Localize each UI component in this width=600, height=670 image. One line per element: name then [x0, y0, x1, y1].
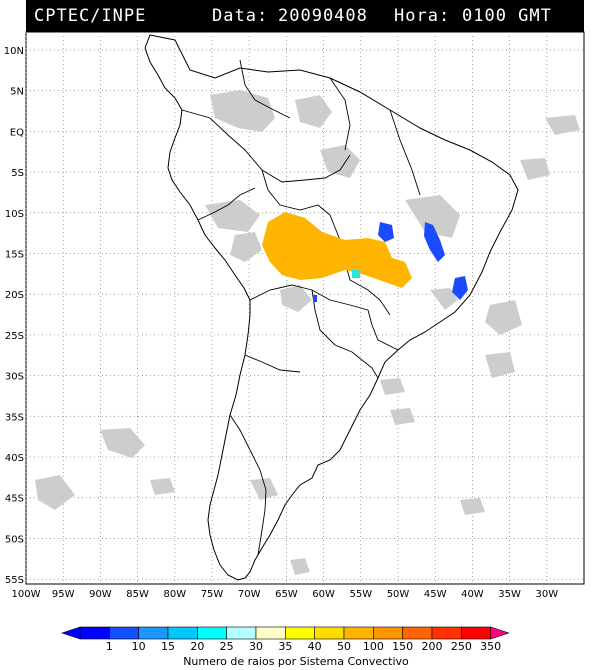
colorbar-tick-label: 50 [337, 640, 351, 653]
hour-value: 0100 GMT [462, 6, 552, 26]
lon-label: 50W [387, 589, 410, 600]
lat-label: 10S [5, 209, 24, 220]
colorbar-tick-label: 10 [132, 640, 146, 653]
lon-label: 70W [238, 589, 261, 600]
hour-label: Hora: [394, 6, 451, 26]
convective-cluster-cyan [352, 270, 360, 278]
colorbar-tick-label: 350 [480, 640, 501, 653]
colorbar-tick-label: 20 [190, 640, 204, 653]
colorbar-tick-label: 35 [278, 640, 292, 653]
lon-label: 60W [312, 589, 335, 600]
colorbar-tick-label: 30 [249, 640, 263, 653]
lon-label: 95W [52, 589, 75, 600]
lon-label: 80W [163, 589, 186, 600]
convective-cluster-blue [424, 222, 445, 262]
date-label: Data: [212, 6, 269, 26]
colorbar-swatch [314, 626, 345, 640]
lat-label: EQ [10, 127, 24, 138]
lat-label: 40S [5, 453, 24, 464]
colorbar-tick-label: 250 [451, 640, 472, 653]
date-value: 20090408 [278, 6, 368, 26]
colorbar-tick-label: 15 [161, 640, 175, 653]
lat-label: 5S [11, 168, 24, 179]
colorbar-arrow-right [490, 626, 510, 640]
lat-label: 35S [5, 412, 24, 423]
colorbar-swatch [197, 626, 227, 640]
convective-cluster-orange [262, 212, 412, 288]
colorbar-swatch [373, 626, 403, 640]
colorbar-swatch [167, 626, 198, 640]
lat-label: 5N [10, 87, 24, 98]
colorbar: 1 10 15 20 25 30 35 40 50 100 150 200 250 350 [61, 626, 510, 653]
colorbar-swatch [79, 626, 110, 640]
convective-cluster-blue [452, 276, 468, 300]
lat-label: 10N [4, 46, 24, 57]
lat-label: 30S [5, 372, 24, 383]
colorbar-tick-label: 25 [220, 640, 234, 653]
lon-label: 35W [498, 589, 521, 600]
colorbar-title: Numero de raios por Sistema Convectivo [183, 655, 409, 668]
colorbar-swatch [226, 626, 257, 640]
lon-label: 75W [201, 589, 224, 600]
colorbar-swatch [138, 626, 169, 640]
map-title-bar: CPTEC/INPE Data: 20090408 Hora: 0100 GMT [26, 0, 584, 32]
colorbar-tick-label: 150 [392, 640, 413, 653]
convective-cluster-blue [313, 295, 317, 302]
colorbar-swatch [285, 626, 315, 640]
lon-label: 55W [349, 589, 372, 600]
colorbar-tick-label: 40 [308, 640, 322, 653]
convective-cluster-blue [378, 222, 394, 242]
lon-label: 100W [12, 589, 41, 600]
agency-label: CPTEC/INPE [34, 6, 147, 26]
lat-label: 55S [5, 575, 24, 586]
lon-label: 30W [535, 589, 558, 600]
colorbar-swatch [109, 626, 139, 640]
lat-label: 45S [5, 494, 24, 505]
lon-label: 85W [126, 589, 149, 600]
colorbar-swatch [402, 626, 433, 640]
colorbar-arrow-left [61, 626, 81, 640]
colorbar-tick-label: 100 [363, 640, 384, 653]
lon-label: 40W [461, 589, 484, 600]
lat-label: 20S [5, 290, 24, 301]
lat-label: 15S [5, 250, 24, 261]
lat-label: 50S [5, 534, 24, 545]
convective-systems [262, 212, 468, 302]
colorbar-swatch [431, 626, 462, 640]
colorbar-swatch [461, 626, 491, 640]
colorbar-tick-label: 200 [422, 640, 443, 653]
lon-label: 90W [89, 589, 112, 600]
colorbar-swatch [343, 626, 374, 640]
lat-label: 25S [5, 331, 24, 342]
lon-label: 45W [424, 589, 447, 600]
colorbar-tick-label: 1 [106, 640, 113, 653]
cloud-cover [35, 90, 580, 575]
lon-label: 65W [275, 589, 298, 600]
colorbar-swatch [255, 626, 286, 640]
country-borders [181, 59, 421, 556]
